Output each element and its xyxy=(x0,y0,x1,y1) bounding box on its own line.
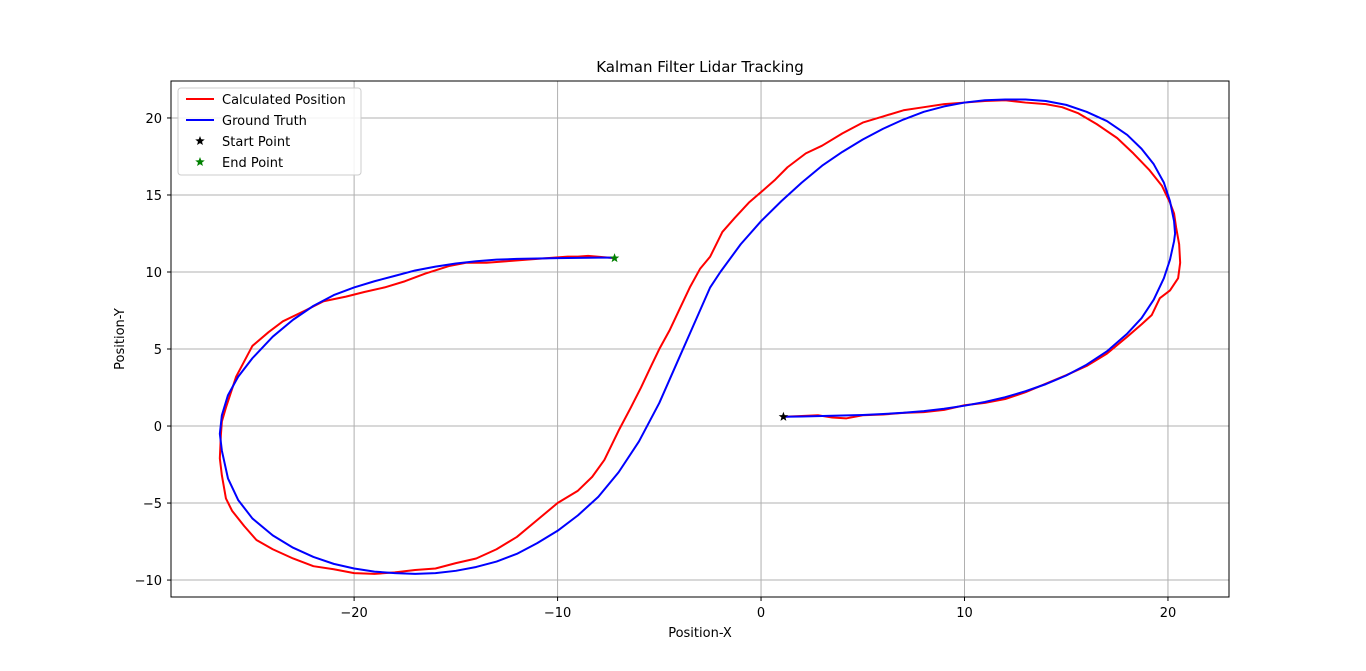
legend-swatch-star xyxy=(195,136,205,146)
x-tick-label: 10 xyxy=(956,606,973,621)
x-tick-label: 20 xyxy=(1160,606,1177,621)
legend-label: End Point xyxy=(222,156,283,171)
y-tick-label: 0 xyxy=(154,420,162,435)
plot-frame xyxy=(170,80,1230,598)
series-marker-3 xyxy=(609,253,620,263)
series-line-0 xyxy=(218,99,1182,575)
legend-label: Calculated Position xyxy=(222,93,346,108)
y-tick-label: 15 xyxy=(145,189,162,204)
x-tick-label: −10 xyxy=(544,606,571,621)
legend-label: Ground Truth xyxy=(222,114,307,129)
axis-ticks: −20 −10 0 10 20 −10 −5 0 5 10 15 20 xyxy=(135,112,1177,621)
y-tick-label: 5 xyxy=(154,343,162,358)
legend-label: Start Point xyxy=(222,135,290,150)
x-tick-label: 0 xyxy=(757,606,765,621)
series-marker-2 xyxy=(778,411,789,421)
chart-title: Kalman Filter Lidar Tracking xyxy=(596,58,804,76)
x-axis-title: Position-X xyxy=(668,626,732,641)
y-tick-label: −10 xyxy=(135,574,162,589)
legend: Calculated Position Ground Truth Start Poi… xyxy=(177,87,362,176)
legend-swatch-star xyxy=(195,157,205,167)
series-line-1 xyxy=(218,98,1177,575)
series-lines xyxy=(218,98,1182,575)
y-tick-label: 20 xyxy=(145,112,162,127)
grid-lines xyxy=(171,81,1229,597)
x-tick-label: −20 xyxy=(340,606,367,621)
y-tick-label: −5 xyxy=(143,497,162,512)
y-tick-label: 10 xyxy=(145,266,162,281)
legend-box xyxy=(177,87,362,176)
y-axis-title: Position-Y xyxy=(113,308,128,370)
series-markers xyxy=(609,253,789,421)
